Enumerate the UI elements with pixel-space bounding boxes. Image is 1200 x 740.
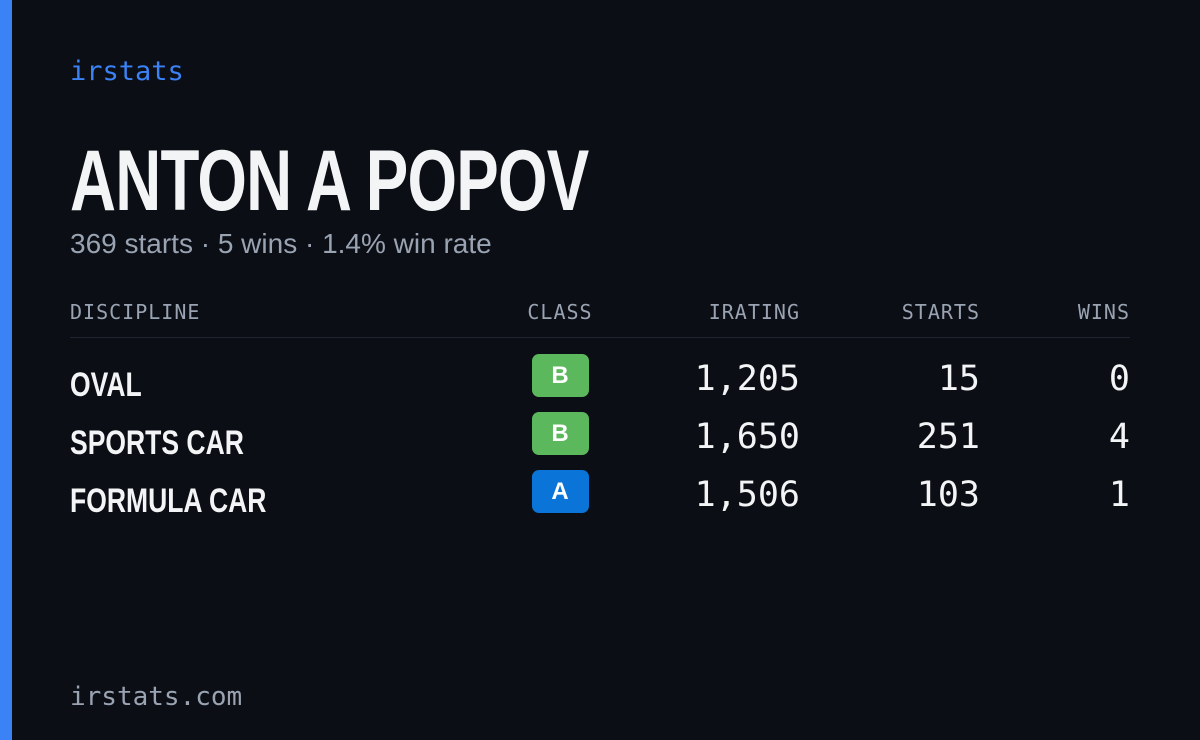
column-header: CLASS: [527, 300, 593, 324]
brand: irstats: [70, 56, 184, 87]
discipline-name: SPORTS CAR: [70, 424, 244, 462]
stat-value: 251: [916, 417, 980, 457]
stat-value: 1,506: [694, 475, 800, 515]
stat-value: 103: [916, 475, 980, 515]
discipline-name: FORMULA CAR: [70, 482, 267, 520]
column-header: WINS: [1077, 300, 1130, 324]
stat-value: 4: [1108, 417, 1130, 457]
class-badge: B: [531, 412, 589, 455]
summary: 369 starts · 5 wins · 1.4% win rate: [70, 228, 492, 259]
stat-value: 0: [1108, 359, 1130, 399]
column-header: STARTS: [901, 300, 980, 324]
class-badge: A: [531, 470, 589, 513]
accent-stripe: [0, 0, 12, 740]
footer: irstats.com: [70, 682, 243, 712]
stat-value: 15: [937, 359, 980, 399]
discipline-name: OVAL: [70, 366, 142, 404]
class-badge: B: [531, 354, 589, 397]
column-header: DISCIPLINE: [70, 300, 201, 324]
stat-value: 1,205: [694, 359, 800, 399]
driver-name: ANTON A POPOV: [70, 133, 589, 229]
column-header: IRATING: [708, 300, 800, 324]
stat-value: 1,650: [694, 417, 800, 457]
divider: [70, 337, 1130, 338]
stat-value: 1: [1108, 475, 1130, 515]
